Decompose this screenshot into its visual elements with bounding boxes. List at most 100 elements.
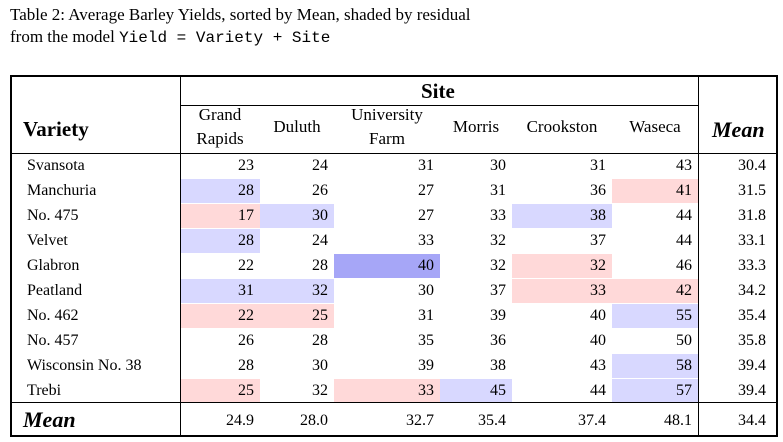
variety-mean-cell: 31.5 xyxy=(738,182,766,199)
site-header-5: Waseca xyxy=(612,115,698,139)
yield-cell: 28 xyxy=(312,332,328,349)
yield-cell: 33 xyxy=(418,232,434,249)
yield-cell: 31 xyxy=(418,307,434,324)
yield-cell: 32 xyxy=(312,382,328,399)
variety-name: Trebi xyxy=(27,382,62,399)
yield-cell: 26 xyxy=(312,182,328,199)
yield-cell: 37 xyxy=(590,232,606,249)
yield-cell: 44 xyxy=(590,382,606,399)
variety-mean-cell: 35.4 xyxy=(738,307,766,324)
yield-cell: 32 xyxy=(260,279,334,303)
yield-cell: 39 xyxy=(490,307,506,324)
yield-cell: 28 xyxy=(312,257,328,274)
site-header-underline xyxy=(180,105,698,106)
yield-cell: 31 xyxy=(590,157,606,174)
mean-header: Mean xyxy=(712,117,765,142)
yield-cell: 32 xyxy=(512,254,612,278)
yield-cell: 30 xyxy=(312,357,328,374)
variety-mean-cell: 34.2 xyxy=(738,282,766,299)
yield-cell: 37 xyxy=(490,282,506,299)
yield-cell: 22 xyxy=(238,257,254,274)
table-caption: Table 2: Average Barley Yields, sorted b… xyxy=(10,4,471,49)
yield-cell: 30 xyxy=(260,204,334,228)
yield-cell: 30 xyxy=(490,157,506,174)
variety-name: Glabron xyxy=(27,257,80,274)
yield-cell: 38 xyxy=(512,204,612,228)
site-mean-cell: 35.4 xyxy=(478,412,506,429)
yield-cell: 32 xyxy=(490,257,506,274)
yield-cell: 33 xyxy=(490,207,506,224)
site-header-2: University Farm xyxy=(334,103,440,151)
yield-cell: 42 xyxy=(612,279,698,303)
yield-cell: 43 xyxy=(590,357,606,374)
mean-row-label: Mean xyxy=(23,407,76,432)
variety-name: No. 462 xyxy=(27,307,79,324)
variety-name: Peatland xyxy=(27,282,83,299)
yield-cell: 28 xyxy=(180,179,260,203)
yield-cell: 24 xyxy=(312,232,328,249)
variety-mean-cell: 30.4 xyxy=(738,157,766,174)
yield-cell: 39 xyxy=(418,357,434,374)
yield-cell: 40 xyxy=(590,332,606,349)
variety-name: Svansota xyxy=(27,157,85,174)
yield-cell: 33 xyxy=(512,279,612,303)
site-mean-cell: 48.1 xyxy=(664,412,692,429)
variety-name: No. 475 xyxy=(27,207,79,224)
site-header-line: University xyxy=(351,105,423,124)
yield-cell: 27 xyxy=(418,182,434,199)
yield-cell: 46 xyxy=(676,257,692,274)
site-header-1: Duluth xyxy=(260,115,334,139)
variety-mean-cell: 33.1 xyxy=(738,232,766,249)
variety-name: Manchuria xyxy=(27,182,97,199)
column-divider xyxy=(180,77,181,435)
barley-yield-table: Variety Site Mean Mean Grand Rapids Duluth… xyxy=(10,75,778,437)
yield-cell: 24 xyxy=(312,157,328,174)
yield-cell: 26 xyxy=(238,332,254,349)
variety-mean-cell: 39.4 xyxy=(738,357,766,374)
yield-cell: 57 xyxy=(612,379,698,403)
yield-cell: 28 xyxy=(180,229,260,253)
yield-cell: 35 xyxy=(418,332,434,349)
variety-name: Wisconsin No. 38 xyxy=(27,357,142,374)
variety-mean-cell: 33.3 xyxy=(738,257,766,274)
yield-cell: 33 xyxy=(334,379,440,403)
site-header-line: Duluth xyxy=(273,117,321,136)
yield-cell: 23 xyxy=(238,157,254,174)
yield-cell: 27 xyxy=(418,207,434,224)
yield-cell: 44 xyxy=(676,232,692,249)
yield-cell: 32 xyxy=(490,232,506,249)
site-mean-cell: 28.0 xyxy=(300,412,328,429)
site-header-0: Grand Rapids xyxy=(180,103,260,151)
yield-cell: 36 xyxy=(490,332,506,349)
yield-cell: 30 xyxy=(418,282,434,299)
row-divider xyxy=(12,153,776,154)
caption-model-code: Yield = Variety + Site xyxy=(119,29,331,47)
variety-name: No. 457 xyxy=(27,332,79,349)
yield-cell: 43 xyxy=(676,157,692,174)
yield-cell: 31 xyxy=(490,182,506,199)
column-divider xyxy=(698,77,699,435)
grand-mean-cell: 34.4 xyxy=(738,412,766,429)
site-header-line: Rapids xyxy=(196,129,244,148)
caption-line-1: Table 2: Average Barley Yields, sorted b… xyxy=(10,5,471,24)
site-header-3: Morris xyxy=(440,115,512,139)
caption-line-2: from the model Yield = Variety + Site xyxy=(10,26,471,49)
yield-cell: 58 xyxy=(612,354,698,378)
yield-cell: 50 xyxy=(676,332,692,349)
variety-name: Velvet xyxy=(27,232,68,249)
yield-cell: 36 xyxy=(590,182,606,199)
site-header-4: Crookston xyxy=(512,115,612,139)
variety-mean-cell: 35.8 xyxy=(738,332,766,349)
site-mean-cell: 37.4 xyxy=(578,412,606,429)
yield-cell: 25 xyxy=(260,304,334,328)
site-header: Site xyxy=(421,79,455,103)
site-header-line: Waseca xyxy=(629,117,681,136)
yield-cell: 22 xyxy=(180,304,260,328)
yield-cell: 25 xyxy=(180,379,260,403)
yield-cell: 45 xyxy=(440,379,512,403)
yield-cell: 17 xyxy=(180,204,260,228)
site-header-line: Farm xyxy=(369,129,405,148)
yield-cell: 31 xyxy=(418,157,434,174)
site-header-line: Crookston xyxy=(526,117,598,136)
variety-header: Variety xyxy=(23,117,89,141)
